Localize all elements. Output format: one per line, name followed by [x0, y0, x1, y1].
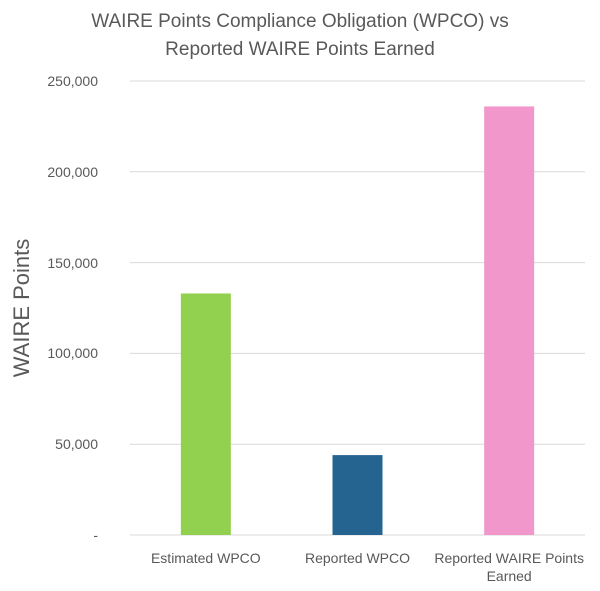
- y-tick-label: 200,000: [47, 163, 98, 180]
- x-tick-label: Reported WAIRE Points Earned: [434, 550, 584, 584]
- bar: [332, 455, 383, 535]
- y-tick-label: -: [93, 527, 98, 543]
- x-tick-label: Reported WPCO: [304, 550, 411, 566]
- y-tick-label: 50,000: [55, 436, 98, 453]
- bar: [180, 293, 231, 535]
- y-tick-label: 250,000: [47, 73, 98, 89]
- x-tick-label: Estimated WPCO: [150, 550, 261, 566]
- bar: [484, 106, 535, 535]
- y-tick-label: 100,000: [47, 345, 98, 362]
- chart-title: WAIRE Points Compliance Obligation (WPCO…: [91, 11, 509, 60]
- y-tick-label: 150,000: [47, 254, 98, 271]
